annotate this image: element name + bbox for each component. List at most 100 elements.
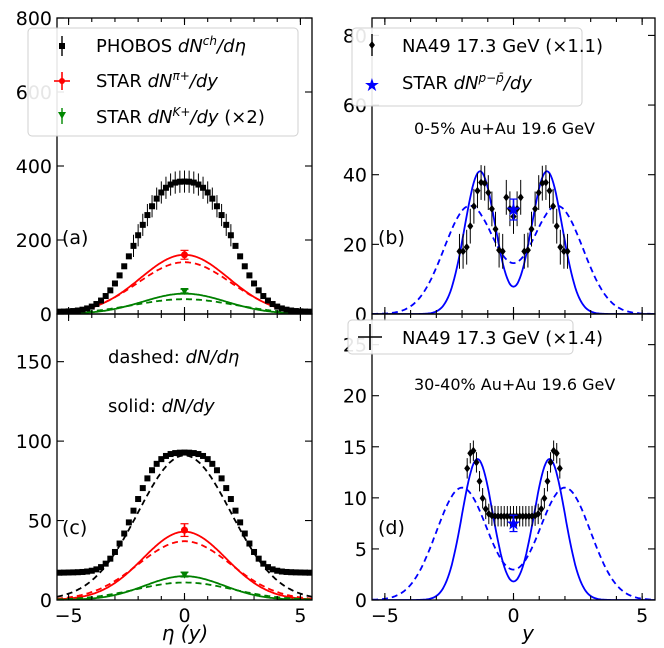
data-point xyxy=(274,567,281,574)
data-point xyxy=(532,204,539,213)
data-point xyxy=(492,225,499,234)
data-point xyxy=(476,477,483,486)
legend-marker: ★ xyxy=(364,75,380,96)
data-point xyxy=(470,202,477,211)
data-point xyxy=(264,564,271,571)
data-point xyxy=(241,263,248,270)
data-point xyxy=(200,452,207,459)
data-point xyxy=(190,450,197,457)
data-point xyxy=(260,560,267,567)
data-point xyxy=(79,306,86,313)
data-point xyxy=(70,569,77,576)
data-point xyxy=(190,179,197,186)
data-point xyxy=(550,202,557,211)
panel-label: (d) xyxy=(378,517,405,539)
legend-entry-star-p: STAR dNp−p̄/dy xyxy=(402,71,532,94)
data-point xyxy=(302,308,309,314)
data-point xyxy=(470,446,477,455)
data-point xyxy=(564,247,571,256)
panel-label: (a) xyxy=(62,227,88,249)
data-point xyxy=(560,247,567,256)
data-point xyxy=(251,280,258,287)
data-point xyxy=(525,512,532,521)
data-point xyxy=(524,246,531,255)
y-tick-label: 150 xyxy=(16,352,52,374)
x-tick-label: −5 xyxy=(371,605,399,627)
data-point xyxy=(204,189,211,196)
data-point xyxy=(491,512,498,521)
annotation-d: 30-40% Au+Au 19.6 GeV xyxy=(414,375,615,394)
data-point xyxy=(172,179,179,186)
data-point xyxy=(84,305,91,312)
data-point xyxy=(176,178,183,185)
data-point xyxy=(522,512,529,521)
data-point xyxy=(503,193,510,202)
annotation-dashed: dashed: dN/dη xyxy=(108,347,239,368)
data-point xyxy=(481,179,488,188)
data-point xyxy=(181,449,188,456)
data-point xyxy=(144,475,151,482)
legend-marker xyxy=(58,112,66,119)
data-point xyxy=(70,308,77,314)
data-point xyxy=(153,195,160,202)
data-point xyxy=(541,494,548,503)
data-point xyxy=(213,203,220,210)
data-point xyxy=(542,178,549,187)
data-point xyxy=(116,272,123,279)
data-point xyxy=(547,458,554,467)
y-tick-label: 20 xyxy=(343,386,367,408)
data-point xyxy=(237,519,244,526)
data-point xyxy=(181,178,188,185)
plot-area xyxy=(57,170,312,314)
data-point xyxy=(149,467,156,474)
data-point xyxy=(292,569,299,576)
data-point xyxy=(74,569,81,576)
curve-dashed xyxy=(57,298,312,314)
data-point xyxy=(204,456,211,463)
data-point xyxy=(302,569,309,576)
plot-area: ★ xyxy=(372,440,655,600)
data-point xyxy=(283,306,290,313)
data-point xyxy=(260,293,267,300)
curve-solid xyxy=(372,170,655,314)
data-point xyxy=(181,251,188,259)
data-point xyxy=(535,509,542,518)
data-point xyxy=(186,178,193,185)
data-point xyxy=(513,512,520,521)
legend-entry-na49: NA49 17.3 GeV (×1.1) xyxy=(402,36,603,57)
data-point xyxy=(498,512,505,521)
data-point xyxy=(88,567,95,574)
data-point xyxy=(288,307,295,314)
data-point xyxy=(553,222,560,231)
data-point xyxy=(473,458,480,467)
data-point xyxy=(495,512,502,521)
data-point xyxy=(180,571,189,579)
data-point xyxy=(181,526,188,534)
data-point xyxy=(130,507,137,514)
data-point xyxy=(460,247,467,256)
data-point xyxy=(499,247,506,256)
data-point xyxy=(121,530,128,537)
legend-marker xyxy=(59,43,65,49)
plot-frame xyxy=(371,313,656,601)
data-point xyxy=(292,308,299,314)
data-point xyxy=(278,305,285,312)
data-point xyxy=(227,496,234,503)
y-tick-label: 400 xyxy=(16,156,52,178)
data-point xyxy=(135,496,142,503)
x-axis-label-right: y xyxy=(521,621,535,645)
panel-label: (c) xyxy=(62,517,87,539)
data-point xyxy=(93,566,100,573)
data-point xyxy=(111,280,118,287)
data-point xyxy=(107,555,114,562)
legend-entry-star-pi: STAR dNπ+/dy xyxy=(96,69,218,92)
data-point xyxy=(180,288,189,296)
data-point xyxy=(167,451,174,458)
data-point xyxy=(153,460,160,467)
data-point xyxy=(139,221,146,228)
data-point xyxy=(464,464,471,473)
y-tick-label: 200 xyxy=(16,230,52,252)
data-point xyxy=(172,450,179,457)
data-point xyxy=(241,530,248,537)
